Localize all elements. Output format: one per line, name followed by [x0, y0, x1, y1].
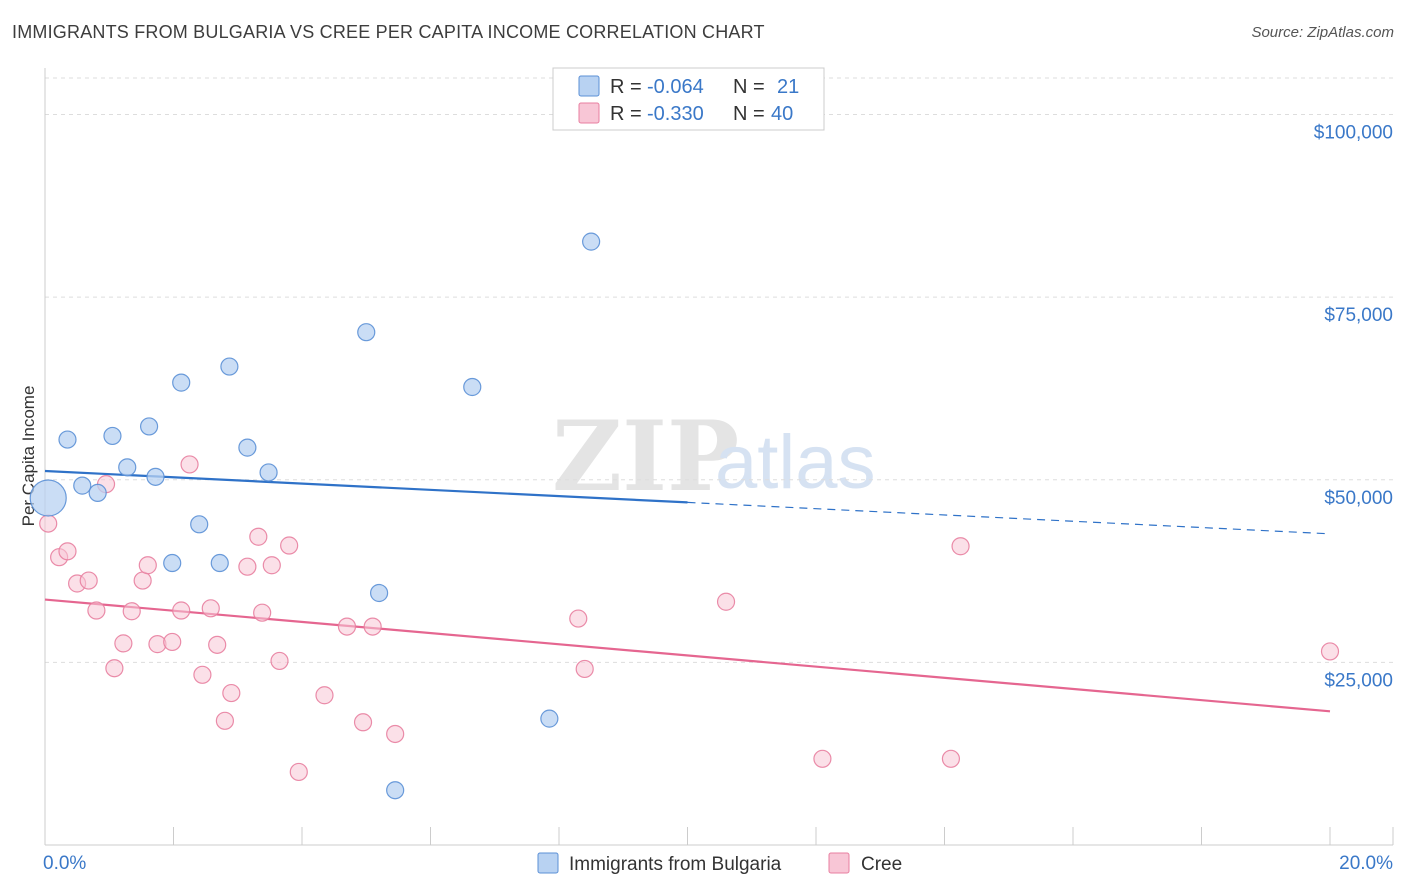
- point-cree-14: [172, 601, 191, 620]
- y-tick-label-1: $50,000: [1324, 488, 1393, 509]
- point-bulgaria-15: [357, 323, 376, 342]
- point-cree-8: [114, 634, 133, 653]
- watermark-atlas: atlas: [715, 420, 876, 505]
- point-cree-24: [262, 556, 281, 575]
- point-bulgaria-14: [259, 463, 278, 482]
- y-tick-label-0: $25,000: [1324, 670, 1393, 691]
- watermark-zip: ZIP: [552, 400, 739, 513]
- point-bulgaria-4: [103, 426, 122, 446]
- point-cree-9: [122, 602, 141, 621]
- point-bulgaria-12: [220, 357, 239, 376]
- point-cree-7: [105, 659, 124, 678]
- bottom-legend: Immigrants from Bulgaria Cree: [537, 852, 902, 875]
- point-bulgaria-2: [73, 476, 92, 495]
- legend-n-label-cree: N =: [733, 103, 765, 125]
- y-tick-label-3: $100,000: [1314, 123, 1393, 144]
- bottom-legend-swatch-bulgaria: [537, 852, 559, 874]
- point-cree-5: [87, 601, 106, 620]
- point-bulgaria-16: [370, 583, 389, 603]
- legend-r-label-bulgaria: R =: [610, 76, 642, 98]
- point-bulgaria-1: [58, 430, 77, 449]
- legend-n-value-cree: 40: [771, 103, 793, 125]
- point-cree-37: [941, 749, 961, 768]
- point-cree-21: [238, 557, 257, 576]
- axes: [44, 68, 1394, 846]
- point-cree-23: [253, 603, 272, 622]
- point-cree-30: [353, 713, 373, 732]
- point-cree-31: [363, 617, 382, 636]
- y-tick-label-2: $75,000: [1324, 305, 1393, 326]
- legend-swatch-bulgaria: [578, 75, 600, 97]
- legend-r-value-cree: -0.330: [647, 103, 704, 125]
- watermark: ZIP atlas: [552, 400, 876, 513]
- point-cree-36: [813, 749, 832, 768]
- point-cree-17: [201, 599, 220, 618]
- point-cree-26: [280, 536, 299, 555]
- point-bulgaria-7: [146, 467, 165, 486]
- bottom-legend-label-cree: Cree: [861, 854, 902, 875]
- point-bulgaria-6: [139, 417, 159, 436]
- point-bulgaria-18: [463, 377, 482, 397]
- point-cree-0: [39, 514, 58, 533]
- point-cree-13: [163, 632, 182, 652]
- data-points: [29, 232, 1340, 800]
- x-tick-labels: 0.0% 20.0%: [43, 853, 1393, 874]
- point-cree-16: [193, 665, 212, 684]
- point-bulgaria-20: [582, 232, 601, 251]
- point-cree-11: [138, 556, 157, 575]
- legend-n-label-bulgaria: N =: [733, 76, 765, 98]
- point-cree-19: [215, 711, 234, 730]
- point-cree-18: [208, 635, 227, 654]
- point-cree-2: [58, 542, 77, 561]
- point-cree-34: [575, 659, 594, 679]
- trend-line-dashed-0: [687, 501, 1331, 535]
- point-bulgaria-10: [190, 515, 209, 534]
- point-cree-27: [289, 762, 308, 782]
- point-cree-33: [569, 609, 588, 628]
- point-cree-28: [315, 686, 334, 705]
- point-bulgaria-3: [88, 483, 107, 503]
- point-cree-10: [133, 571, 152, 590]
- chart-title: IMMIGRANTS FROM BULGARIA VS CREE PER CAP…: [12, 22, 765, 42]
- point-cree-20: [222, 683, 241, 703]
- legend-swatch-cree: [578, 102, 600, 124]
- point-bulgaria-5: [118, 458, 137, 477]
- legend-n-value-bulgaria: 21: [777, 76, 799, 98]
- point-cree-32: [386, 724, 405, 744]
- bottom-legend-label-bulgaria: Immigrants from Bulgaria: [569, 854, 782, 875]
- legend-r-value-bulgaria: -0.064: [647, 76, 704, 98]
- point-bulgaria-11: [210, 553, 229, 573]
- point-cree-15: [180, 455, 199, 474]
- chart-source: Source: ZipAtlas.com: [1251, 24, 1394, 41]
- point-bulgaria-8: [163, 553, 182, 573]
- point-bulgaria-13: [238, 438, 257, 457]
- x-tick-label-1: 20.0%: [1339, 853, 1393, 874]
- point-cree-4: [79, 571, 98, 590]
- legend-r-label-cree: R =: [610, 103, 642, 125]
- point-cree-35: [716, 592, 736, 611]
- point-bulgaria-17: [386, 781, 405, 800]
- y-tick-labels: $25,000 $50,000 $75,000 $100,000: [1314, 123, 1393, 692]
- legend: R = -0.064 N = 21 R = -0.330 N = 40: [552, 67, 825, 131]
- point-cree-29: [337, 617, 357, 636]
- point-cree-25: [270, 651, 289, 671]
- point-bulgaria-0: [29, 479, 67, 517]
- point-cree-38: [951, 537, 970, 556]
- x-tick-label-0: 0.0%: [43, 853, 86, 874]
- point-cree-39: [1320, 642, 1340, 661]
- point-cree-22: [249, 527, 268, 546]
- point-bulgaria-19: [540, 709, 559, 728]
- point-bulgaria-9: [172, 373, 191, 392]
- bottom-legend-swatch-cree: [828, 852, 850, 874]
